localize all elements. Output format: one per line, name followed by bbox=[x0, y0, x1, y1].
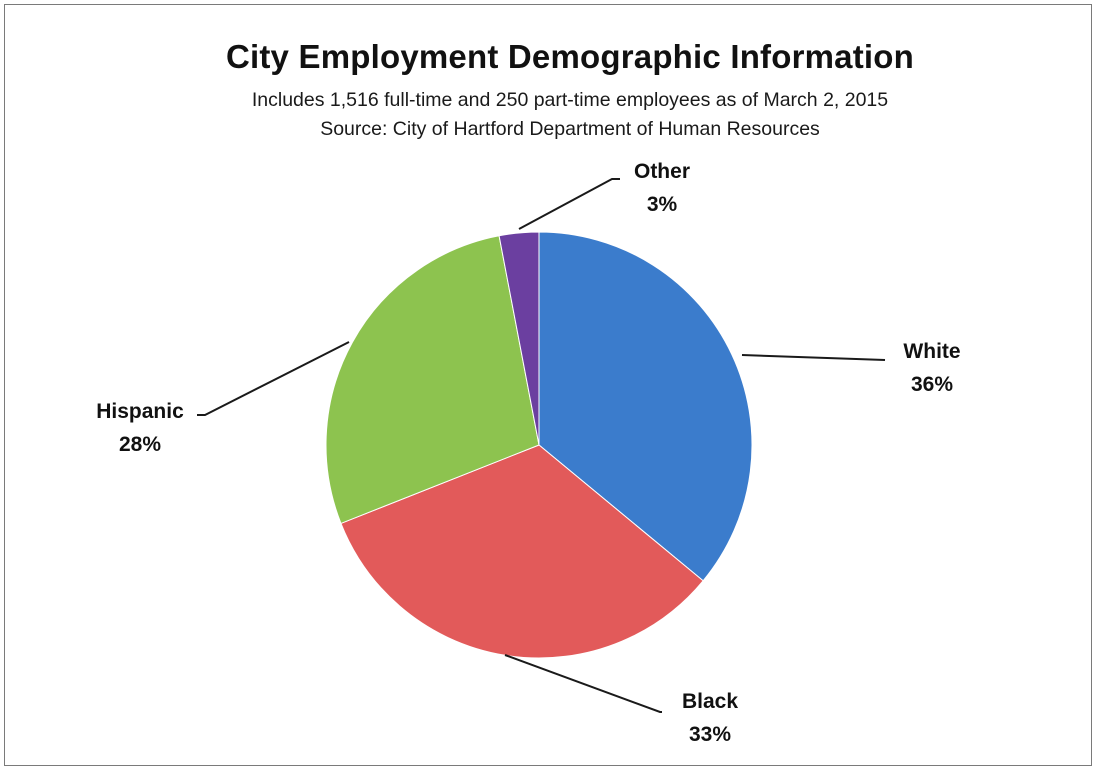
leader-line-black bbox=[504, 654, 662, 713]
leader-line-white bbox=[741, 354, 886, 361]
chart-title: City Employment Demographic Information bbox=[225, 38, 915, 75]
pie-slices bbox=[325, 231, 753, 659]
data-label-other-name: Other bbox=[634, 160, 690, 183]
data-label-black-name: Black bbox=[682, 690, 738, 713]
data-label-white-name: White bbox=[903, 340, 960, 363]
data-label-other-value: 3% bbox=[647, 193, 678, 216]
leader-lines bbox=[197, 178, 886, 713]
leader-line-hispanic bbox=[197, 341, 350, 416]
data-label-black-value: 33% bbox=[689, 723, 731, 746]
pie-slice-white bbox=[538, 231, 753, 582]
pie-slice-hispanic bbox=[325, 235, 540, 525]
chart-subtitle-line-1: Includes 1,516 full-time and 250 part-ti… bbox=[251, 89, 889, 111]
data-label-white-value: 36% bbox=[911, 373, 953, 396]
pie-slice-other bbox=[498, 231, 540, 446]
data-label-hispanic-value: 28% bbox=[119, 433, 161, 456]
data-label-hispanic-name: Hispanic bbox=[96, 400, 184, 423]
data-labels: White 36% Black 33% Hispanic 28% Other 3% bbox=[96, 160, 960, 746]
chart-subtitle-line-2: Source: City of Hartford Department of H… bbox=[320, 118, 820, 140]
leader-line-other bbox=[518, 178, 620, 230]
